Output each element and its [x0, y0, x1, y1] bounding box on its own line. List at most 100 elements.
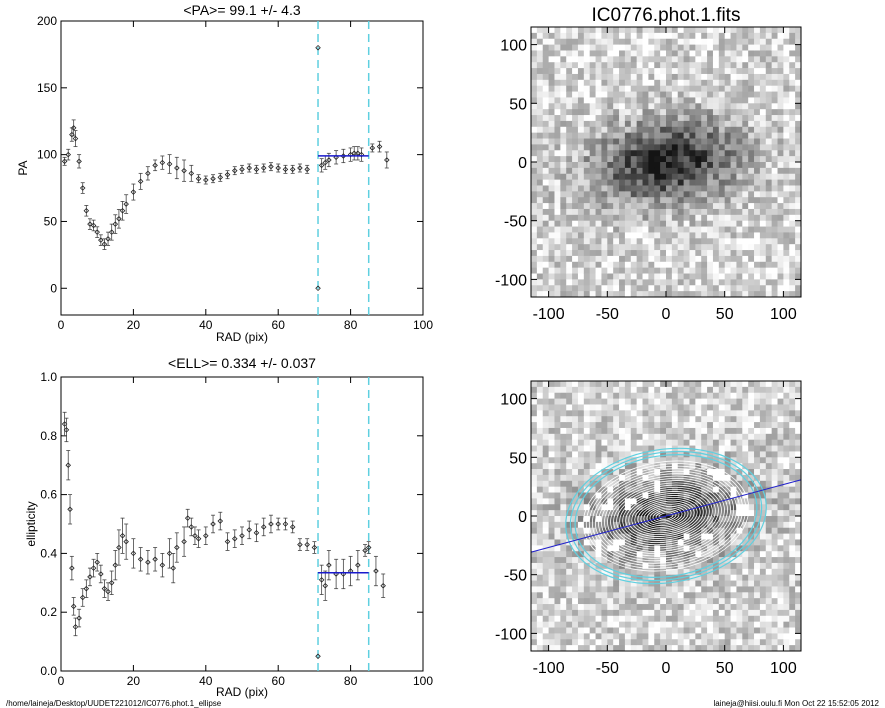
image-pixel [566, 398, 573, 405]
image-pixel [730, 545, 737, 552]
image-pixel [636, 439, 643, 446]
image-pixel [671, 386, 679, 394]
image-pixel [624, 598, 632, 605]
image-pixel [654, 62, 661, 69]
image-pixel [619, 244, 626, 251]
image-pixel [554, 504, 561, 511]
image-pixel [642, 621, 649, 628]
image-pixel [736, 598, 743, 605]
image-pixel [595, 609, 602, 617]
image-pixel [583, 551, 591, 558]
image-pixel [630, 562, 638, 570]
image-pixel [759, 120, 767, 128]
image-pixel [783, 91, 790, 98]
image-pixel [689, 645, 696, 651]
image-pixel [536, 85, 544, 92]
image-pixel [666, 574, 673, 581]
image-pixel [754, 203, 761, 210]
image-pixel [531, 191, 538, 198]
image-pixel [636, 150, 643, 157]
image-pixel [771, 115, 778, 122]
image-pixel [730, 220, 737, 227]
image-pixel [577, 185, 585, 192]
image-pixel [712, 410, 720, 417]
image-pixel [624, 609, 632, 617]
image-pixel [683, 504, 690, 511]
data-point [137, 556, 144, 563]
image-pixel [701, 255, 708, 263]
image-pixel [795, 267, 801, 274]
image-pixel [613, 516, 620, 523]
image-pixel [566, 132, 573, 139]
image-pixel [642, 533, 649, 540]
image-pixel [654, 132, 661, 139]
image-pixel [707, 586, 714, 593]
image-pixel [759, 574, 767, 581]
image-pixel [560, 238, 567, 245]
image-pixel [589, 132, 596, 139]
image-pixel [736, 463, 743, 470]
data-point [145, 559, 151, 565]
image-pixel [736, 208, 743, 216]
image-pixel [689, 103, 696, 110]
isophote-ellipse [646, 505, 686, 527]
image-pixel [754, 179, 761, 186]
image-pixel [542, 115, 550, 122]
image-pixel [689, 197, 696, 204]
image-pixel [736, 197, 743, 204]
data-point [79, 594, 86, 601]
image-pixel [560, 527, 567, 535]
image-pixel [683, 285, 690, 292]
image-pixel [742, 433, 749, 441]
image-pixel [613, 592, 620, 599]
image-pixel [613, 574, 620, 581]
image-pixel [671, 398, 679, 405]
image-pixel [712, 38, 720, 46]
image-pixel [742, 38, 749, 46]
image-pixel [730, 68, 737, 75]
image-pixel [548, 132, 555, 139]
image-pixel [736, 486, 743, 493]
image-pixel [748, 38, 755, 46]
image-pixel [648, 250, 655, 257]
image-pixel [718, 144, 726, 151]
image-pixel [748, 609, 755, 617]
image-pixel [589, 115, 596, 122]
image-pixel [754, 381, 761, 388]
image-pixel [572, 27, 579, 34]
image-pixel [595, 208, 602, 216]
image-pixel [536, 226, 544, 233]
image-pixel [542, 586, 550, 593]
image-pixel [589, 445, 596, 452]
image-pixel [795, 50, 801, 57]
image-pixel [583, 73, 591, 81]
image-pixel [572, 191, 579, 198]
image-pixel [554, 568, 561, 576]
image-pixel [754, 545, 761, 552]
image-pixel [789, 273, 796, 280]
image-pixel [531, 85, 538, 92]
image-pixel [536, 557, 544, 564]
image-pixel [589, 214, 596, 222]
image-pixel [613, 115, 620, 122]
image-pixel [536, 38, 544, 46]
image-pixel [660, 574, 667, 581]
image-pixel [554, 32, 561, 40]
x-tick-label: 50 [716, 660, 734, 677]
image-pixel [572, 32, 579, 40]
image-pixel [660, 167, 667, 175]
image-pixel [666, 457, 673, 464]
image-pixel [771, 50, 778, 57]
image-pixel [607, 185, 614, 192]
image-pixel [630, 132, 638, 139]
image-pixel [754, 185, 761, 192]
image-pixel [783, 138, 790, 145]
image-pixel [595, 645, 602, 651]
image-pixel [636, 97, 643, 104]
image-pixel [636, 445, 643, 452]
image-pixel [642, 126, 649, 134]
image-pixel [777, 381, 784, 388]
image-pixel [548, 615, 555, 623]
